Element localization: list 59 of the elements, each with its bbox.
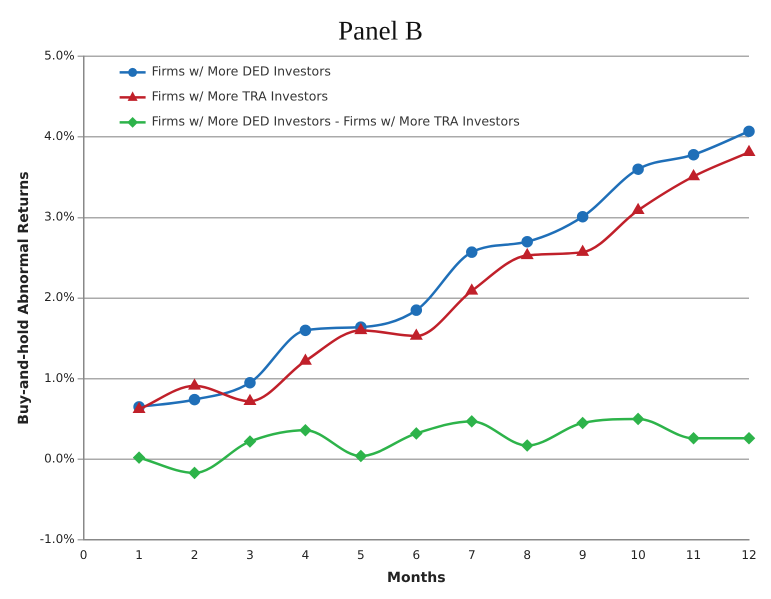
y-tick-label: -1.0% [40,532,75,546]
point [300,324,312,336]
point [743,146,755,156]
point [410,330,422,340]
y-tick-label: 0.0% [44,451,75,466]
x-tick-label: 7 [468,548,476,562]
point [743,432,755,444]
x-tick-label: 11 [686,548,702,562]
point [188,467,200,479]
point [576,417,588,429]
point [632,163,644,175]
y-tick-label: 2.0% [44,290,75,304]
x-tick-label: 10 [630,548,646,562]
y-tick-label: 3.0% [44,210,75,224]
point [410,304,422,316]
x-tick-label: 4 [302,548,310,562]
x-tick-label: 8 [523,548,532,562]
point [133,452,145,464]
x-tick-label: 2 [190,548,198,562]
x-tick-label: 0 [80,548,88,562]
point [522,249,533,260]
point [521,236,533,248]
x-tick-label: 5 [357,548,365,562]
chart-title: Panel B [338,15,423,46]
point [466,284,478,295]
point [577,246,588,256]
y-axis-title: Buy-and-hold Abnormal Returns [16,171,32,425]
point [688,170,700,180]
legend-label: Firms w/ More TRA Investors [152,88,328,104]
y-tick-label: 4.0% [44,129,75,144]
x-tick-label: 1 [135,548,143,562]
x-tick-label: 9 [578,548,586,562]
point [688,148,700,160]
point [244,376,256,388]
x-tick-label: 3 [246,548,254,562]
point [244,394,256,405]
point [410,428,422,440]
point [521,440,533,452]
point [300,354,311,365]
point [300,424,312,436]
point [632,413,644,425]
point [355,450,367,462]
point [188,380,200,390]
point [632,204,644,214]
point [466,246,478,258]
point [743,126,755,138]
point [466,416,478,428]
x-tick-label: 6 [412,548,420,562]
point [355,324,366,334]
y-tick-label: 5.0% [44,48,75,63]
legend-label: Firms w/ More DED Investors - Firms w/ More TRA Investors [152,114,520,129]
x-axis-title: Months [387,570,446,586]
point [244,436,256,448]
point [188,394,200,406]
legend-label: Firms w/ More DED Investors [152,64,331,79]
point [576,210,588,222]
point [688,432,700,444]
y-tick-label: 1.0% [44,370,75,385]
x-tick-label: 12 [741,548,757,562]
